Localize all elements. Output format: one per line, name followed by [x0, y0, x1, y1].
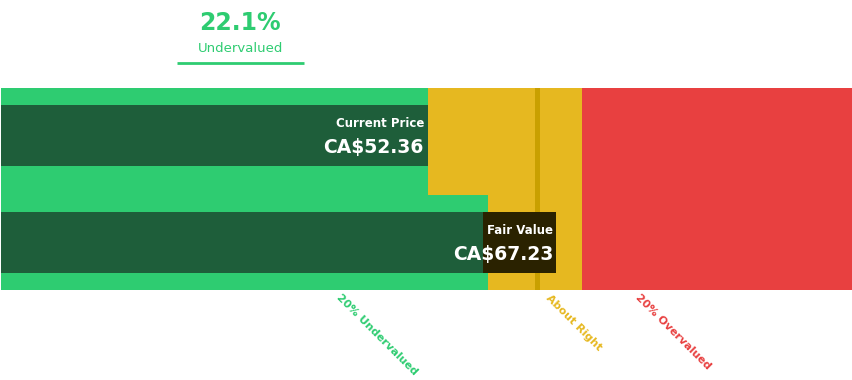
Text: CA$67.23: CA$67.23 [452, 245, 553, 264]
Bar [2, 88, 428, 105]
Bar [2, 105, 428, 166]
Text: CA$52.36: CA$52.36 [323, 138, 423, 157]
Bar [483, 212, 556, 273]
Bar [2, 273, 487, 290]
Bar [2, 166, 428, 183]
Bar [2, 212, 487, 273]
Text: 22.1%: 22.1% [199, 11, 281, 35]
Bar [428, 88, 581, 290]
Text: Current Price: Current Price [335, 117, 423, 130]
Bar [535, 88, 540, 290]
Text: About Right: About Right [544, 293, 602, 353]
Bar [2, 88, 428, 290]
Bar [2, 195, 487, 212]
Text: Fair Value: Fair Value [486, 223, 553, 236]
Bar [581, 88, 850, 290]
Text: Undervalued: Undervalued [198, 42, 283, 55]
Text: 20% Undervalued: 20% Undervalued [335, 293, 419, 378]
Text: 20% Overvalued: 20% Overvalued [632, 293, 711, 372]
